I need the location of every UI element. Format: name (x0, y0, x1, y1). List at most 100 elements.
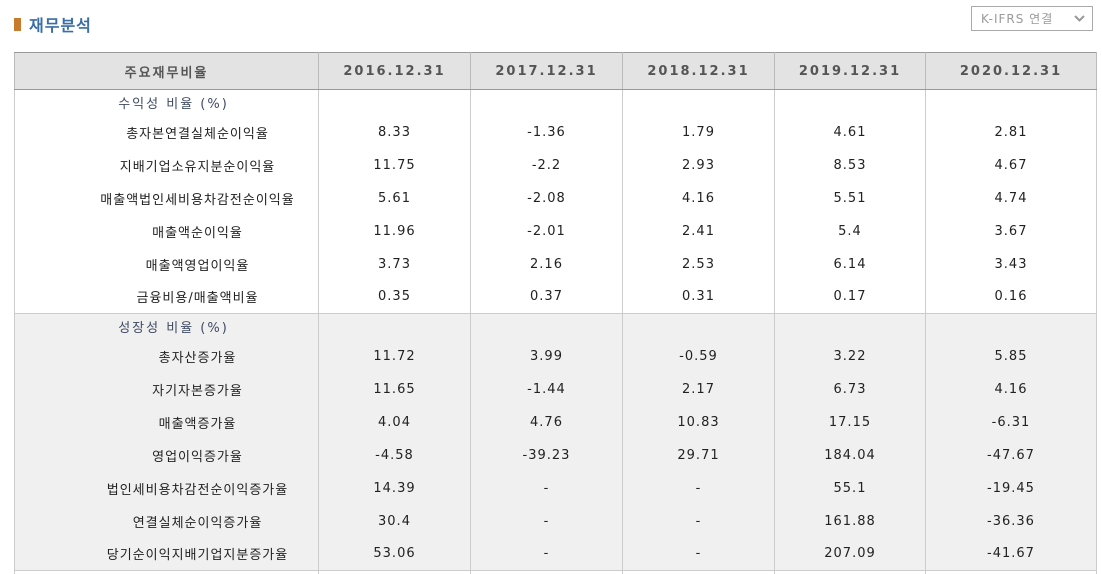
cell-value: - (470, 471, 623, 505)
cell-value: 3.43 (925, 247, 1097, 281)
cell-value: 0.35 (318, 280, 471, 314)
section-header-row: 수익성 비율 (%) (14, 89, 1097, 116)
table-row: 지배기업소유지분순이익율 11.75 -2.2 2.93 8.53 4.67 (14, 148, 1097, 182)
cell-value: 4.61 (774, 115, 926, 149)
cell-value: 6.14 (774, 247, 926, 281)
row-label: 매출액순이익율 (14, 214, 319, 248)
cell-value: 4.16 (622, 181, 775, 215)
cell-value: 0.31 (622, 280, 775, 314)
table-row: 연결실체순이익증가율 30.4 - - 161.88 -36.36 (14, 504, 1097, 538)
table-row: 매출액증가율 4.04 4.76 10.83 17.15 -6.31 (14, 405, 1097, 439)
cell-value: 55.1 (774, 471, 926, 505)
title-bullet-icon (14, 17, 21, 31)
page-header: 재무분석 (14, 12, 92, 36)
row-label: 금융비용/매출액비율 (14, 280, 319, 314)
cell-value: -41.67 (925, 537, 1097, 571)
accounting-standard-select[interactable]: K-IFRS 연결 (971, 6, 1093, 31)
cell-value: 1.79 (622, 115, 775, 149)
column-header-year: 2019.12.31 (774, 52, 926, 90)
cell-value: - (622, 504, 775, 538)
table-row: 금융비용/매출액비율 0.35 0.37 0.31 0.17 0.16 (14, 280, 1097, 314)
cell-value: 5.4 (774, 214, 926, 248)
row-label: 법인세비용차감전순이익증가율 (14, 471, 319, 505)
cell-value: 11.65 (318, 372, 471, 406)
cell-value: 4.67 (925, 148, 1097, 182)
cell-value: 4.76 (470, 405, 623, 439)
cell-value: -36.36 (925, 504, 1097, 538)
cell-value: 3.99 (470, 339, 623, 373)
cell-value: 10.83 (622, 405, 775, 439)
table-row: 자기자본증가율 11.65 -1.44 2.17 6.73 4.16 (14, 372, 1097, 406)
cell-value: 11.96 (318, 214, 471, 248)
cell-value: 4.74 (925, 181, 1097, 215)
table-row: 당기순이익지배기업지분증가율 53.06 - - 207.09 -41.67 (14, 537, 1097, 571)
cell-value: -1.36 (470, 115, 623, 149)
cell-value: 17.15 (774, 405, 926, 439)
row-label: 자기자본증가율 (14, 372, 319, 406)
row-label: 총자본연결실체순이익율 (14, 115, 319, 149)
cell-value: 0.37 (470, 280, 623, 314)
row-label: 매출액증가율 (14, 405, 319, 439)
row-label: 매출액영업이익율 (14, 247, 319, 281)
row-label: 매출액법인세비용차감전순이익율 (14, 181, 319, 215)
financial-ratios-table: 주요재무비율 2016.12.31 2017.12.31 2018.12.31 … (14, 52, 1097, 574)
cell-value: 6.73 (774, 372, 926, 406)
row-label: 영업이익증가율 (14, 438, 319, 472)
column-header-year: 2018.12.31 (622, 52, 775, 90)
cell-value: 2.17 (622, 372, 775, 406)
section-title: 성장성 비율 (%) (14, 313, 319, 340)
cell-value: - (622, 537, 775, 571)
cell-value: 0.16 (925, 280, 1097, 314)
cell-value: 3.22 (774, 339, 926, 373)
table-row: 매출액순이익율 11.96 -2.01 2.41 5.4 3.67 (14, 214, 1097, 248)
cell-value: 5.61 (318, 181, 471, 215)
next-section-clipped (14, 570, 1097, 574)
cell-value: 53.06 (318, 537, 471, 571)
cell-value: -1.44 (470, 372, 623, 406)
chevron-down-icon (1074, 15, 1085, 22)
cell-value: 207.09 (774, 537, 926, 571)
page-title: 재무분석 (29, 16, 92, 35)
column-header-year: 2020.12.31 (925, 52, 1097, 90)
cell-value: 2.16 (470, 247, 623, 281)
column-header-label: 주요재무비율 (14, 52, 319, 90)
cell-value: 5.85 (925, 339, 1097, 373)
table-row: 영업이익증가율 -4.58 -39.23 29.71 184.04 -47.67 (14, 438, 1097, 472)
section-header-row: 성장성 비율 (%) (14, 313, 1097, 340)
cell-value: 161.88 (774, 504, 926, 538)
cell-value: 2.81 (925, 115, 1097, 149)
cell-value: - (470, 537, 623, 571)
cell-value: 11.75 (318, 148, 471, 182)
cell-value: 8.33 (318, 115, 471, 149)
cell-value: -19.45 (925, 471, 1097, 505)
cell-value: -47.67 (925, 438, 1097, 472)
cell-value: 14.39 (318, 471, 471, 505)
cell-value: 0.17 (774, 280, 926, 314)
cell-value: 30.4 (318, 504, 471, 538)
section-title: 수익성 비율 (%) (14, 89, 319, 116)
cell-value: -6.31 (925, 405, 1097, 439)
table-row: 총자산증가율 11.72 3.99 -0.59 3.22 5.85 (14, 339, 1097, 373)
cell-value: 11.72 (318, 339, 471, 373)
cell-value: 2.93 (622, 148, 775, 182)
cell-value: -0.59 (622, 339, 775, 373)
row-label: 총자산증가율 (14, 339, 319, 373)
profitability-section: 수익성 비율 (%) 총자본연결실체순이익율 8.33 -1.36 1.79 4… (14, 89, 1097, 314)
cell-value: 2.41 (622, 214, 775, 248)
row-label: 연결실체순이익증가율 (14, 504, 319, 538)
cell-value: 4.04 (318, 405, 471, 439)
cell-value: 8.53 (774, 148, 926, 182)
accounting-standard-value: K-IFRS 연결 (981, 12, 1054, 26)
cell-value: 5.51 (774, 181, 926, 215)
row-label: 당기순이익지배기업지분증가율 (14, 537, 319, 571)
cell-value: - (470, 504, 623, 538)
table-row: 매출액법인세비용차감전순이익율 5.61 -2.08 4.16 5.51 4.7… (14, 181, 1097, 215)
cell-value: -2.08 (470, 181, 623, 215)
growth-section: 성장성 비율 (%) 총자산증가율 11.72 3.99 -0.59 3.22 … (14, 313, 1097, 571)
cell-value: 3.67 (925, 214, 1097, 248)
table-row-partial (14, 570, 1097, 574)
cell-value: - (622, 471, 775, 505)
cell-value: 29.71 (622, 438, 775, 472)
cell-value: -2.01 (470, 214, 623, 248)
table-header-row: 주요재무비율 2016.12.31 2017.12.31 2018.12.31 … (14, 52, 1097, 90)
